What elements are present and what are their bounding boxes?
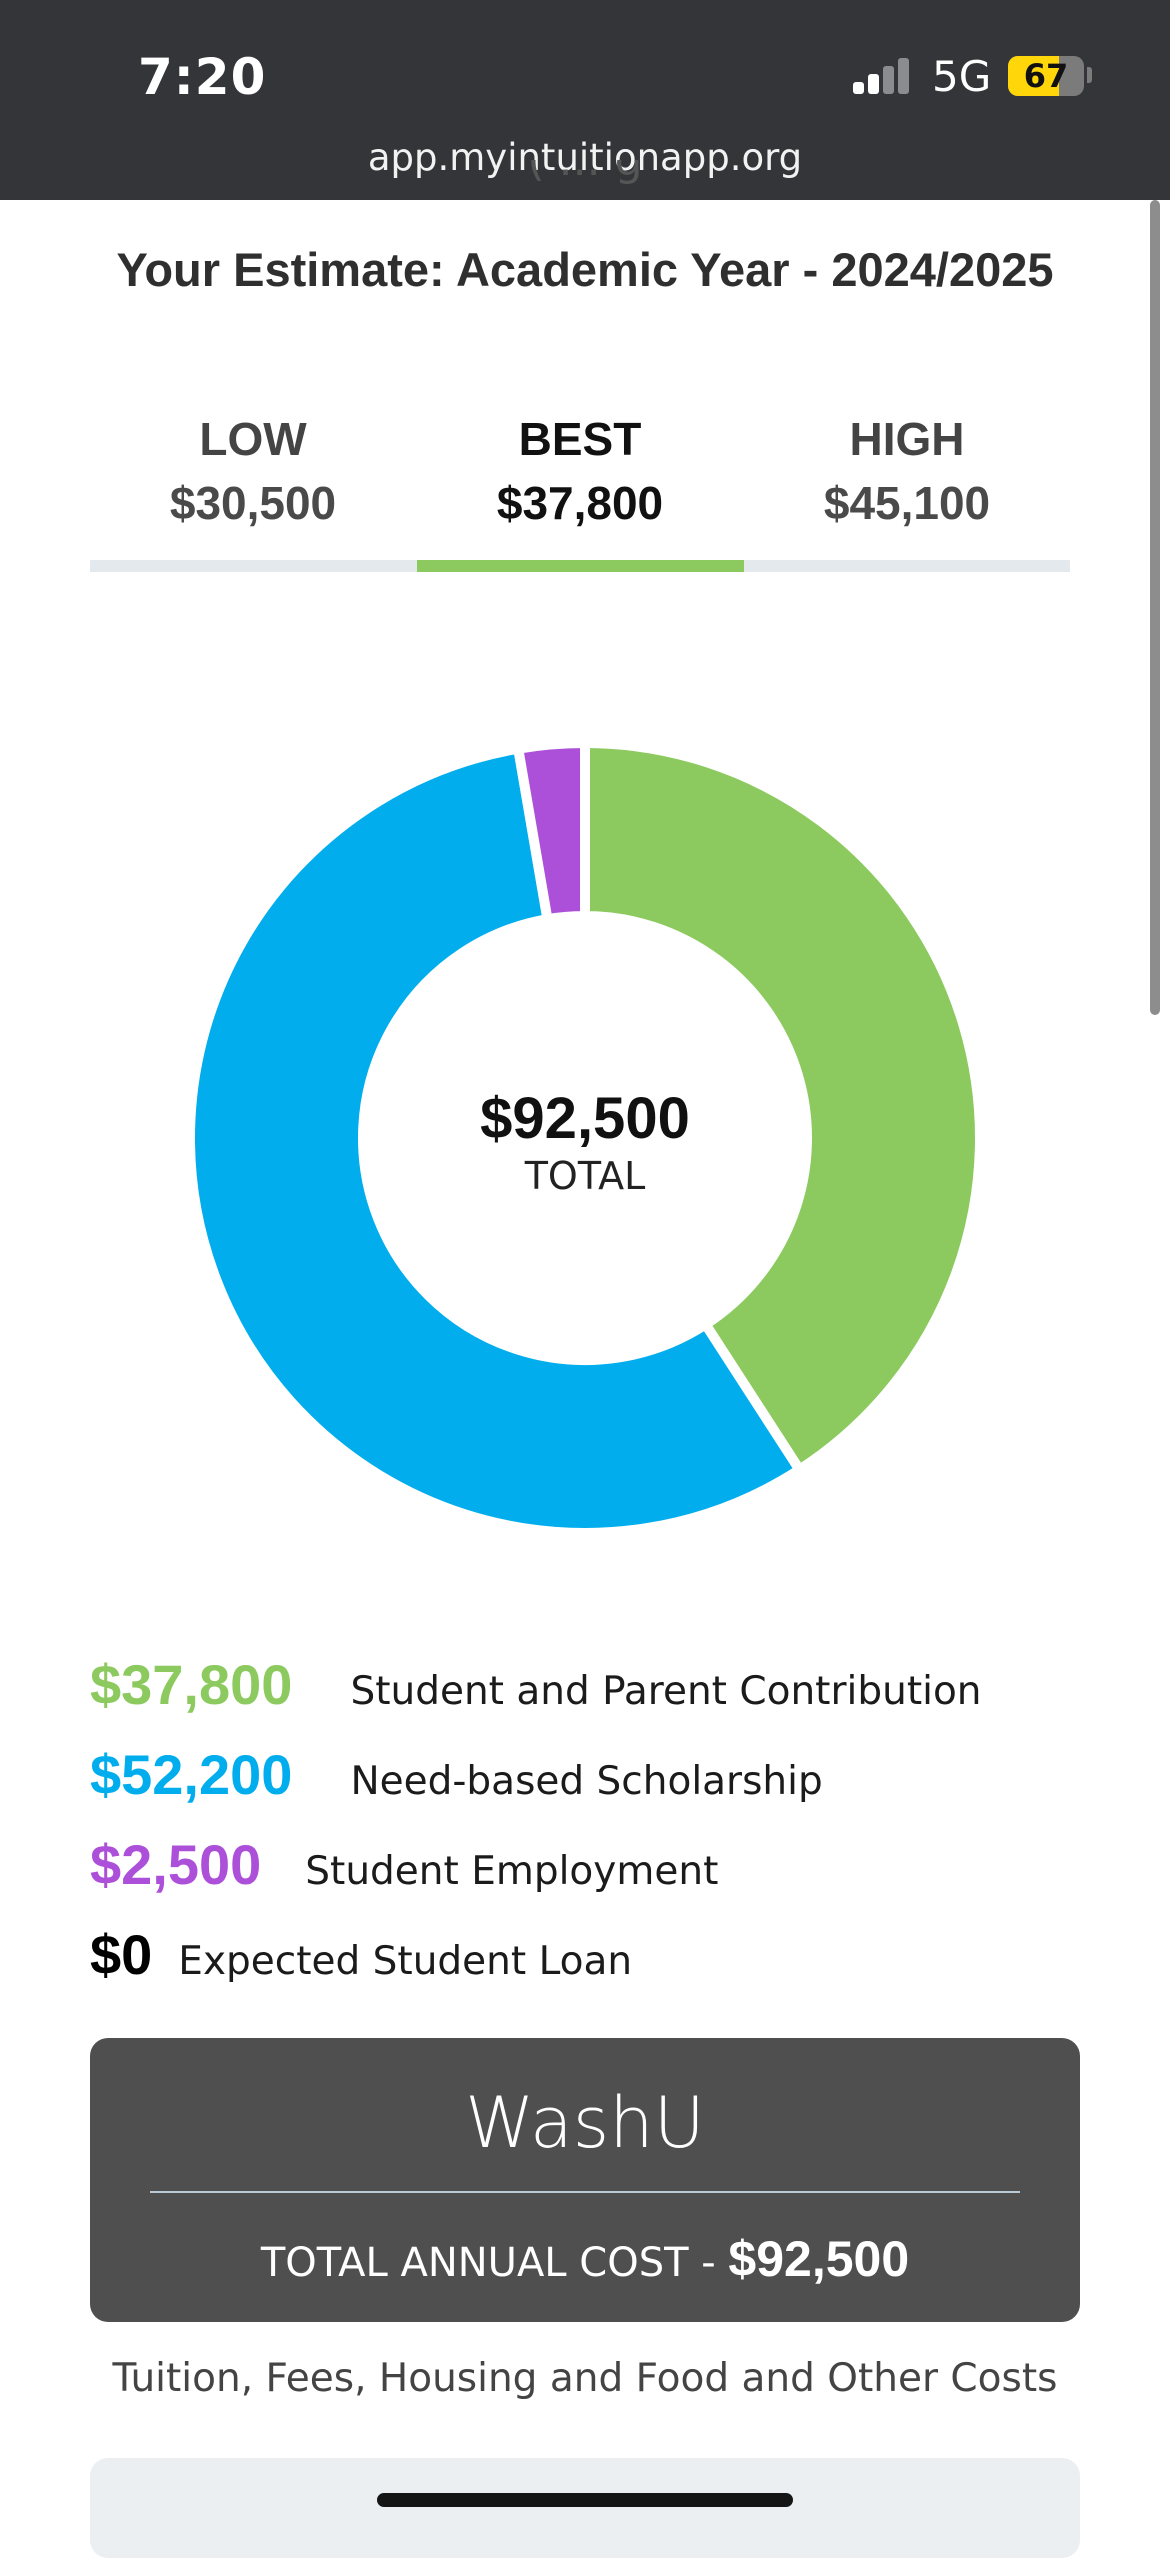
- tab-high-label: HIGH: [849, 413, 965, 465]
- legend-item: $0 Expected Student Loan: [90, 1922, 632, 2002]
- tab-low[interactable]: LOW $30,500: [90, 412, 416, 530]
- partial-page-heading: ( ... g: [0, 160, 1170, 200]
- card-divider: [150, 2191, 1020, 2193]
- donut-total-label: TOTAL: [524, 1154, 646, 1198]
- next-section-card: [90, 2458, 1080, 2558]
- address-bar-url[interactable]: app.myintuitionapp.org: [367, 136, 803, 179]
- legend-item: $52,200 Need-based Scholarship: [90, 1742, 823, 1822]
- legend-label: Student and Parent Contribution: [350, 1669, 982, 1714]
- cellular-signal-icon: [853, 56, 909, 94]
- tab-low-label: LOW: [199, 413, 307, 465]
- battery-icon: 67: [1008, 56, 1084, 96]
- page-scrollbar[interactable]: [1150, 200, 1160, 1015]
- legend-amount: $37,800: [90, 1653, 293, 1716]
- donut-chart: [185, 738, 985, 1538]
- tab-best-label: BEST: [518, 413, 642, 465]
- estimate-tabs: LOW $30,500 BEST $37,800 HIGH $45,100: [90, 412, 1070, 574]
- donut-slice: [185, 742, 807, 1538]
- legend-item: $37,800 Student and Parent Contribution: [90, 1652, 982, 1732]
- legend-amount: $2,500: [90, 1833, 262, 1896]
- total-annual-cost: TOTAL ANNUAL COST - $92,500: [90, 2230, 1080, 2288]
- total-annual-cost-amount: $92,500: [728, 2231, 910, 2287]
- battery-level: 67: [1023, 57, 1069, 95]
- total-annual-cost-label: TOTAL ANNUAL COST -: [260, 2240, 729, 2286]
- tab-low-value: $30,500: [169, 477, 337, 529]
- legend-amount: $52,200: [90, 1743, 293, 1806]
- legend-label: Student Employment: [305, 1849, 719, 1894]
- legend-label: Expected Student Loan: [178, 1939, 633, 1984]
- school-name: WashU: [465, 2082, 705, 2164]
- legend-amount: $0: [90, 1923, 153, 1986]
- tab-high-value: $45,100: [823, 477, 991, 529]
- status-time: 7:20: [138, 48, 267, 106]
- estimate-title: Your Estimate: Academic Year - 2024/2025: [116, 243, 1054, 296]
- donut-slice: [512, 738, 590, 925]
- home-indicator[interactable]: [377, 2493, 793, 2507]
- browser-top-bar: 7:20 5G 67 app.myintuitionapp.org: [0, 0, 1170, 200]
- tab-best[interactable]: BEST $37,800: [417, 412, 743, 530]
- donut-total-amount: $92,500: [480, 1086, 690, 1151]
- legend-label: Need-based Scholarship: [350, 1759, 823, 1804]
- tab-high[interactable]: HIGH $45,100: [744, 412, 1070, 530]
- active-tab-indicator: [417, 560, 744, 572]
- donut-center: $92,500 TOTAL: [385, 1085, 785, 1198]
- legend-item: $2,500 Student Employment: [90, 1832, 718, 1912]
- partial-heading-text: ( ... g: [527, 160, 643, 186]
- tab-best-value: $37,800: [496, 477, 664, 529]
- total-cost-card: WashU TOTAL ANNUAL COST - $92,500: [90, 2038, 1080, 2322]
- network-type: 5G: [932, 52, 992, 101]
- battery-tip: [1087, 67, 1092, 83]
- cost-footnote: Tuition, Fees, Housing and Food and Othe…: [112, 2356, 1058, 2401]
- donut-slice: [580, 738, 985, 1477]
